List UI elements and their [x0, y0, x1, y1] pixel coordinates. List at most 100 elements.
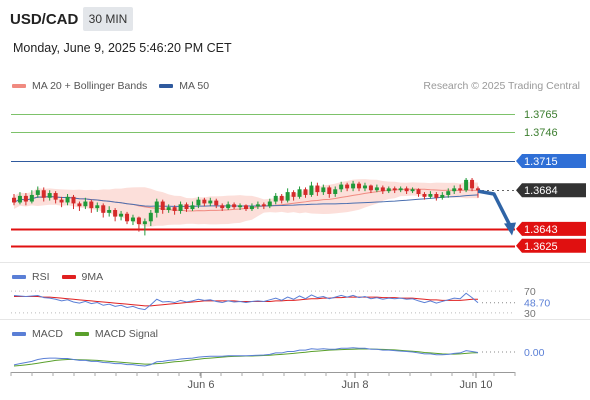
candle-body — [23, 195, 28, 202]
candle-body — [119, 213, 124, 217]
candle-body — [476, 188, 480, 191]
level-tag-1.3625 — [516, 238, 586, 253]
candle-body — [172, 207, 177, 211]
level-label-1.3715: 1.3715 — [524, 156, 558, 168]
candle-body — [89, 201, 94, 209]
level-label-1.3625: 1.3625 — [524, 241, 558, 253]
candle-body — [190, 205, 195, 210]
candle-body — [125, 213, 130, 222]
candle-body — [220, 205, 225, 209]
rsi-legend: RSI 9MA — [12, 271, 115, 283]
research-credit: Research © 2025 Trading Central — [423, 80, 580, 92]
legend-item-macd: MACD — [12, 328, 63, 340]
candle-body — [285, 192, 290, 201]
legend-swatch-rsi — [12, 275, 26, 279]
candle-body — [357, 183, 362, 189]
legend-swatch-ma20 — [12, 84, 26, 88]
level-label-1.3684: 1.3684 — [524, 185, 558, 197]
candle-body — [130, 217, 135, 222]
rsi-current-label: 48.70 — [524, 298, 550, 310]
candle-body — [386, 188, 391, 192]
legend-label-rsi: RSI — [32, 271, 50, 283]
candle-body — [368, 185, 373, 191]
rsi-9ma-line — [14, 296, 478, 307]
candle-body — [446, 191, 451, 195]
macd-zero-label: 0.00 — [524, 347, 545, 359]
candle-body — [160, 201, 165, 210]
candle-body — [422, 194, 427, 197]
candle-body — [458, 188, 463, 191]
legend-swatch-ma50 — [159, 84, 174, 88]
main-legend: MA 20 + Bollinger Bands MA 50 — [12, 80, 221, 92]
legend-label-ma20: MA 20 + Bollinger Bands — [32, 80, 148, 92]
candle-body — [303, 189, 308, 195]
candle-body — [261, 204, 266, 207]
macd-line — [13, 347, 479, 367]
timeframe-badge[interactable]: 30 MIN — [83, 7, 133, 31]
candle-body — [380, 187, 385, 192]
candle-body — [47, 193, 52, 198]
level-tag-1.3684 — [516, 183, 586, 198]
candle-body — [101, 205, 106, 213]
macd-legend: MACD MACD Signal — [12, 328, 170, 340]
candle-body — [107, 210, 112, 213]
candle-body — [362, 185, 367, 189]
candle-body — [309, 185, 314, 195]
level-tag-1.3715 — [516, 154, 586, 169]
candle-body — [226, 204, 231, 209]
candle-body — [351, 183, 356, 189]
candle-body — [470, 179, 475, 189]
candle-body — [267, 201, 272, 207]
legend-item-macd-signal: MACD Signal — [74, 328, 158, 340]
candle-body — [428, 194, 433, 197]
candle-body — [255, 204, 260, 207]
rsi-line — [13, 292, 479, 311]
candle-body — [333, 189, 338, 194]
bollinger-band — [14, 179, 478, 227]
legend-swatch-macd — [12, 332, 26, 336]
legend-item-ma20: MA 20 + Bollinger Bands — [12, 80, 147, 92]
candle-body — [77, 203, 82, 207]
candle-body — [434, 194, 439, 198]
candle-body — [12, 197, 16, 203]
candle-body — [321, 187, 326, 193]
candle-body — [452, 188, 457, 192]
candle-body — [71, 196, 76, 204]
candle-body — [416, 189, 421, 194]
candle-body — [95, 205, 100, 209]
candle-body — [83, 201, 88, 207]
candle-body — [59, 199, 64, 203]
x-tick-label: Jun 10 — [459, 379, 492, 391]
candle-body — [214, 200, 219, 206]
candle-body — [464, 179, 469, 191]
candle-body — [53, 193, 58, 200]
candle-body — [410, 189, 415, 192]
level-label-1.3765: 1.3765 — [524, 109, 558, 121]
forecast-arrow — [477, 189, 512, 227]
legend-swatch-9ma — [61, 275, 76, 279]
candle-body — [154, 201, 159, 213]
legend-swatch-macd-signal — [74, 332, 89, 336]
level-tag-1.3643 — [516, 221, 586, 236]
legend-label-macd-signal: MACD Signal — [94, 328, 158, 340]
candle-body — [208, 200, 213, 204]
candle-body — [41, 190, 46, 198]
candle-body — [178, 204, 183, 211]
forecast-arrow-head — [504, 222, 516, 236]
rsi-level-label: 30 — [524, 308, 536, 320]
candle-body — [35, 190, 40, 195]
candle-body — [398, 188, 403, 191]
x-tick-label: Jun 8 — [342, 379, 369, 391]
candle-body — [273, 195, 278, 202]
candle-body — [249, 206, 254, 210]
candle-body — [29, 194, 34, 202]
candle-body — [392, 188, 397, 191]
candle-body — [297, 189, 302, 197]
candle-body — [142, 221, 147, 225]
candle-body — [202, 199, 207, 204]
candle-body — [166, 207, 171, 210]
candle-body — [339, 184, 344, 190]
candle-body — [315, 185, 320, 193]
legend-item-rsi: RSI — [12, 271, 50, 283]
